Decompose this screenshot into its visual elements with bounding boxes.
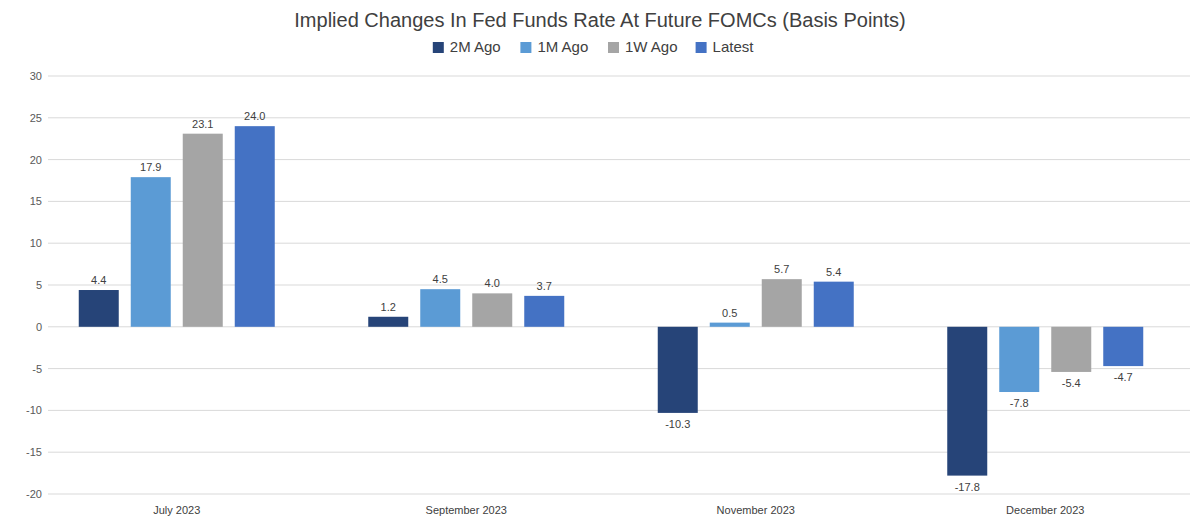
bar	[131, 177, 171, 327]
grid-line	[48, 452, 1190, 453]
y-tick-label: -20	[26, 488, 42, 500]
x-tick-label: September 2023	[426, 504, 507, 516]
y-tick-label: 10	[30, 237, 42, 249]
bar	[999, 327, 1039, 392]
y-tick-label: 5	[36, 279, 42, 291]
y-tick-label: -15	[26, 446, 42, 458]
data-label: 3.7	[537, 280, 552, 292]
x-tick-label: December 2023	[1006, 504, 1084, 516]
bar	[710, 323, 750, 327]
data-label: -5.4	[1062, 377, 1081, 389]
data-label: 5.4	[826, 266, 841, 278]
grid-line	[48, 410, 1190, 411]
data-label: 4.0	[485, 277, 500, 289]
legend: 2M Ago 1M Ago 1W Ago Latest	[433, 38, 754, 55]
bar	[79, 290, 119, 327]
bar	[814, 282, 854, 327]
x-tick-label: July 2023	[153, 504, 200, 516]
y-tick-label: -10	[26, 404, 42, 416]
data-label: 4.5	[433, 273, 448, 285]
x-tick-label: November 2023	[717, 504, 795, 516]
data-label: 5.7	[774, 263, 789, 275]
data-label: -7.8	[1010, 397, 1029, 409]
data-labels: 4.4 17.9 23.1 24.0 1.2 4.5 4.0 3.7 -10.3 0.5 5.7 5.…	[91, 110, 1133, 492]
y-tick-label: 20	[30, 154, 42, 166]
grid-line	[48, 117, 1190, 118]
y-tick-label: 15	[30, 195, 42, 207]
data-label: 17.9	[140, 161, 161, 173]
legend-label: Latest	[713, 38, 755, 55]
data-label: -17.8	[955, 481, 980, 493]
grid-line	[48, 76, 1190, 77]
data-label: -10.3	[665, 418, 690, 430]
bar	[1051, 327, 1091, 372]
bar	[420, 289, 460, 327]
bar	[658, 327, 698, 413]
grid-line	[48, 494, 1190, 495]
data-label: 1.2	[381, 301, 396, 313]
bar	[524, 296, 564, 327]
bar	[368, 317, 408, 327]
legend-label: 2M Ago	[450, 38, 501, 55]
bar	[183, 134, 223, 327]
legend-swatch	[696, 42, 707, 53]
legend-swatch	[520, 42, 531, 53]
bars	[79, 126, 1144, 475]
bar	[762, 279, 802, 327]
data-label: 23.1	[192, 118, 213, 130]
title: Implied Changes In Fed Funds Rate At Fut…	[294, 9, 905, 31]
y-tick-label: 0	[36, 321, 42, 333]
bar	[947, 327, 987, 476]
legend-label: 1M Ago	[537, 38, 588, 55]
y-tick-label: 25	[30, 112, 42, 124]
bar	[235, 126, 275, 327]
chart: Implied Changes In Fed Funds Rate At Fut…	[0, 0, 1200, 522]
bar	[1103, 327, 1143, 366]
legend-swatch	[433, 42, 444, 53]
bar	[472, 293, 512, 326]
legend-label: 1W Ago	[625, 38, 678, 55]
data-label: 4.4	[91, 274, 106, 286]
data-label: -4.7	[1114, 371, 1133, 383]
y-tick-label: -5	[32, 363, 42, 375]
data-label: 0.5	[722, 307, 737, 319]
y-tick-label: 30	[30, 70, 42, 82]
legend-swatch	[608, 42, 619, 53]
grid	[48, 76, 1190, 494]
data-label: 24.0	[244, 110, 265, 122]
